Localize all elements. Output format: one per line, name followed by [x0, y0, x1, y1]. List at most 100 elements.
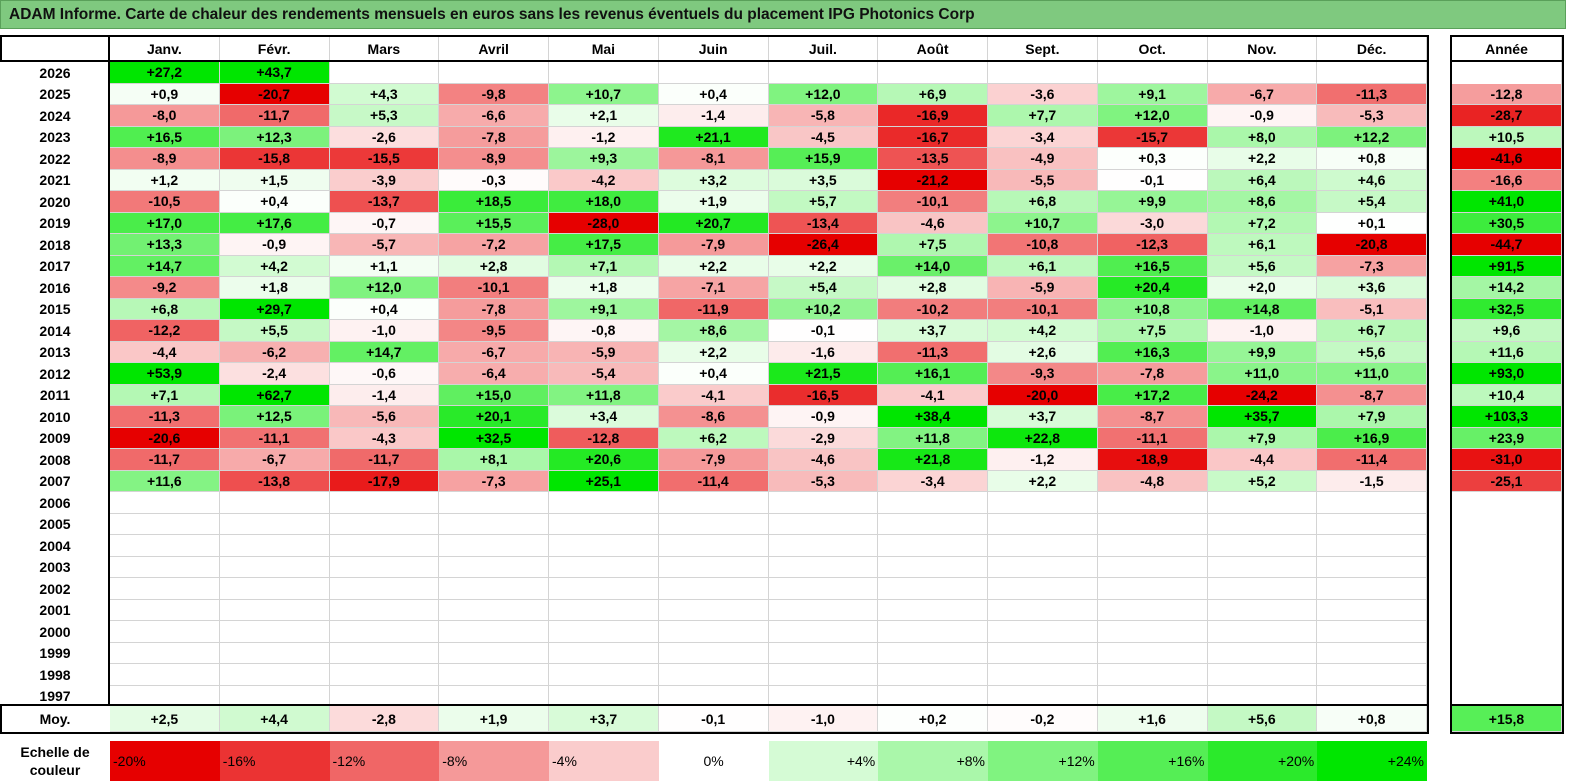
heatmap-cell: -9,5: [439, 320, 549, 342]
annual-cell: -28,7: [1452, 105, 1562, 127]
month-header: Févr.: [219, 37, 330, 62]
color-scale-stop: +8%: [878, 741, 988, 781]
average-cell: +0,2: [878, 706, 988, 732]
month-header: Janv.: [110, 37, 220, 62]
annual-cell: +10,5: [1452, 126, 1562, 148]
heatmap-cell: [549, 685, 659, 707]
year-label: 2005: [39, 516, 71, 533]
heatmap-cell: [768, 642, 879, 664]
heatmap-cell: +16,5: [1097, 255, 1208, 277]
heatmap-cell: [549, 664, 659, 686]
heatmap-cell: +8,0: [1207, 126, 1318, 148]
annual-cell: -31,0: [1452, 449, 1562, 471]
heatmap-cell: -6,2: [219, 341, 330, 363]
heatmap-cell: +2,8: [878, 277, 988, 299]
heatmap-cell: [549, 556, 659, 578]
heatmap-cell: [1097, 664, 1208, 686]
heatmap-cell: +7,2: [1207, 212, 1318, 234]
year-label: 2013: [39, 344, 71, 361]
heatmap-cell: [219, 642, 330, 664]
year-label: 1997: [39, 688, 71, 705]
heatmap-cell: [219, 578, 330, 600]
heatmap-cell: -7,3: [439, 470, 549, 492]
annual-cell: +23,9: [1452, 427, 1562, 449]
heatmap-cell: [1207, 642, 1318, 664]
heatmap-cell: +4,3: [329, 83, 440, 105]
heatmap-cell: +29,7: [219, 298, 330, 320]
heatmap-cell: -10,1: [439, 277, 549, 299]
heatmap-cell: +5,5: [219, 320, 330, 342]
heatmap-cell: [658, 513, 769, 535]
heatmap-cell: -3,0: [1097, 212, 1208, 234]
annual-cell: +10,4: [1452, 384, 1562, 406]
color-scale-label-line1: Echelle de: [20, 744, 90, 760]
year-label: 2014: [39, 322, 71, 339]
heatmap-cell: -0,1: [768, 320, 879, 342]
heatmap-cell: [110, 492, 220, 514]
year-label: 2025: [39, 86, 71, 103]
month-header: Nov.: [1207, 37, 1318, 62]
heatmap-cell: -24,2: [1207, 384, 1318, 406]
heatmap-cell: -5,9: [988, 277, 1098, 299]
heatmap-cell: +1,8: [219, 277, 330, 299]
heatmap-cell: [1207, 535, 1318, 557]
heatmap-cell: [658, 664, 769, 686]
year-label: 2023: [39, 129, 71, 146]
heatmap-cell: [219, 556, 330, 578]
year-label: 2006: [39, 494, 71, 511]
heatmap-cell: [549, 535, 659, 557]
annual-cell: [1452, 513, 1562, 535]
heatmap-cell: +6,8: [988, 191, 1098, 213]
heatmap-cell: +14,7: [329, 341, 440, 363]
month-header: Sept.: [988, 37, 1098, 62]
heatmap-cell: [768, 556, 879, 578]
heatmap-cell: [219, 664, 330, 686]
heatmap-cell: +3,2: [658, 169, 769, 191]
heatmap-cell: -21,2: [878, 169, 988, 191]
heatmap-cell: [658, 535, 769, 557]
heatmap-cell: -10,5: [110, 191, 220, 213]
heatmap-cell: [658, 578, 769, 600]
average-cell: -2,8: [329, 706, 440, 732]
heatmap-cell: [768, 621, 879, 643]
heatmap-cell: [329, 578, 440, 600]
heatmap-cell: +6,7: [1317, 320, 1427, 342]
heatmap-cell: +2,2: [768, 255, 879, 277]
annual-cell: +93,0: [1452, 363, 1562, 385]
heatmap-cell: +11,0: [1317, 363, 1427, 385]
heatmap-cell: -0,9: [768, 406, 879, 428]
heatmap-cell: -7,8: [439, 126, 549, 148]
year-label: 2009: [39, 430, 71, 447]
heatmap-cell: +20,4: [1097, 277, 1208, 299]
heatmap-cell: [329, 685, 440, 707]
heatmap-cell: +0,8: [1317, 148, 1427, 170]
heatmap-cell: +8,6: [1207, 191, 1318, 213]
heatmap-cell: [878, 642, 988, 664]
heatmap-cell: +14,7: [110, 255, 220, 277]
annual-cell: [1452, 685, 1562, 707]
heatmap-cell: -4,9: [988, 148, 1098, 170]
heatmap-cell: +7,1: [110, 384, 220, 406]
heatmap-cell: +35,7: [1207, 406, 1318, 428]
heatmap-cell: [1097, 556, 1208, 578]
heatmap-cell: -1,4: [329, 384, 440, 406]
heatmap-cell: +2,2: [1207, 148, 1318, 170]
year-label: 2008: [39, 451, 71, 468]
color-scale-stop: -8%: [439, 741, 549, 781]
heatmap-cell: [439, 492, 549, 514]
heatmap-cell: [988, 62, 1098, 84]
heatmap-cell: [329, 599, 440, 621]
heatmap-cell: -6,7: [439, 341, 549, 363]
heatmap-cell: -12,8: [549, 427, 659, 449]
heatmap-cell: +3,7: [988, 406, 1098, 428]
year-label: 2026: [39, 64, 71, 81]
heatmap-cell: [1317, 621, 1427, 643]
heatmap-cell: [1097, 599, 1208, 621]
color-scale-stop: -4%: [549, 741, 659, 781]
year-label: 2001: [39, 602, 71, 619]
heatmap-cell: -0,3: [439, 169, 549, 191]
heatmap-cell: -2,4: [219, 363, 330, 385]
year-label: 2021: [39, 172, 71, 189]
heatmap-cell: +27,2: [110, 62, 220, 84]
year-label: 2022: [39, 150, 71, 167]
